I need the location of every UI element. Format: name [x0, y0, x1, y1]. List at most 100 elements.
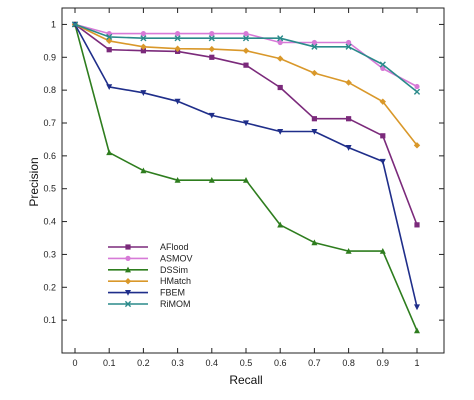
y-tick-label: 0.6 [43, 151, 56, 161]
data-point-rimom [71, 21, 79, 28]
legend-item-rimom: RiMOM [108, 299, 191, 309]
data-point-aflood [311, 116, 317, 122]
data-point-fbem [106, 84, 113, 91]
series-hmatch [71, 21, 421, 149]
data-point-asmov [175, 31, 181, 37]
data-point-aflood [346, 116, 352, 122]
series-dssim [72, 21, 420, 334]
x-tick-label: 0.6 [274, 358, 287, 368]
data-point-fbem [243, 120, 249, 127]
data-point-aflood [106, 47, 112, 53]
y-axis-title: Precision [27, 157, 41, 206]
legend-item-dssim: DSSim [108, 265, 188, 275]
data-point-hmatch [242, 47, 250, 54]
data-point-dssim [379, 247, 386, 254]
legend-item-fbem: FBEM [108, 288, 185, 298]
legend-label: ASMOV [160, 253, 193, 263]
data-point-hmatch [379, 98, 386, 105]
data-point-rimom [277, 35, 284, 42]
legend-label: RiMOM [160, 299, 191, 309]
x-tick-label: 0.7 [308, 358, 321, 368]
data-point-asmov [209, 31, 215, 37]
x-tick-label: 1 [414, 358, 419, 368]
data-point-rimom [345, 43, 352, 50]
data-point-asmov [243, 31, 249, 37]
legend-marker [125, 290, 131, 296]
data-point-fbem [345, 145, 352, 151]
data-point-rimom [140, 35, 147, 42]
data-point-asmov [277, 39, 283, 46]
data-point-dssim [414, 327, 420, 334]
x-tick-label: 0.4 [206, 358, 219, 368]
x-tick-label: 0.2 [137, 358, 150, 368]
data-point-hmatch [277, 55, 284, 62]
legend-label: HMatch [160, 276, 191, 286]
data-point-hmatch [140, 43, 147, 50]
legend-item-asmov: ASMOV [108, 253, 193, 263]
y-tick-label: 0.5 [43, 184, 56, 194]
data-point-dssim [140, 167, 147, 174]
legend-label: FBEM [160, 288, 185, 298]
data-point-hmatch [311, 69, 318, 77]
data-point-dssim [243, 176, 249, 183]
data-point-aflood [209, 54, 215, 60]
data-point-dssim [106, 149, 113, 156]
legend-marker [125, 255, 131, 261]
x-tick-label: 0.1 [103, 358, 116, 368]
data-point-aflood [277, 84, 283, 91]
y-tick-label: 0.9 [43, 52, 56, 62]
data-point-asmov [346, 39, 352, 46]
legend-marker [125, 266, 131, 273]
series-asmov [72, 21, 420, 90]
y-tick-label: 0.4 [43, 217, 56, 227]
x-tick-label: 0.9 [377, 358, 390, 368]
legend-marker [124, 278, 132, 285]
x-axis-title: Recall [229, 373, 262, 387]
x-axis: 0 0.1 0.2 0.3 0.4 0.5 0.6 0.7 0.8 0.9 1 [72, 8, 420, 368]
data-point-aflood [243, 62, 249, 68]
data-point-rimom [413, 88, 421, 95]
data-point-aflood [140, 48, 146, 54]
data-point-rimom [174, 35, 181, 42]
data-point-hmatch [208, 45, 215, 53]
data-point-asmov [311, 39, 317, 46]
data-point-fbem [311, 128, 318, 135]
data-point-fbem [379, 158, 386, 165]
data-point-rimom [106, 33, 113, 41]
y-tick-label: 0.7 [43, 118, 56, 128]
series-rimom [71, 21, 421, 95]
x-tick-label: 0.8 [342, 358, 355, 368]
data-point-hmatch [345, 79, 352, 86]
data-point-dssim [174, 176, 181, 183]
series-layer [71, 21, 421, 334]
x-tick-label: 0 [72, 358, 77, 368]
data-point-rimom [242, 35, 250, 42]
data-point-dssim [345, 247, 352, 254]
data-point-asmov [380, 65, 386, 72]
data-point-dssim [311, 239, 318, 246]
data-point-asmov [414, 83, 420, 90]
legend-item-aflood: AFlood [108, 242, 189, 252]
data-point-fbem [208, 112, 215, 119]
data-point-asmov [140, 31, 146, 37]
legend-item-hmatch: HMatch [108, 276, 191, 286]
legend-label: DSSim [160, 265, 188, 275]
data-point-hmatch [106, 37, 113, 45]
data-point-fbem [140, 90, 147, 96]
y-tick-label: 0.1 [43, 315, 56, 325]
data-point-aflood [380, 133, 386, 139]
y-tick-label: 1 [51, 19, 56, 29]
y-tick-label: 0.8 [43, 85, 56, 95]
y-axis: 0.1 0.2 0.3 0.4 0.5 0.6 0.7 0.8 0.9 1 [43, 19, 444, 325]
data-point-dssim [208, 176, 215, 183]
x-tick-label: 0.3 [171, 358, 184, 368]
y-tick-label: 0.2 [43, 282, 56, 292]
legend-marker [124, 300, 132, 308]
data-point-fbem [174, 98, 181, 105]
data-point-rimom [379, 61, 386, 68]
plot-frame [61, 7, 445, 354]
data-point-hmatch [413, 142, 421, 149]
legend-marker [125, 244, 131, 250]
data-point-rimom [208, 35, 215, 42]
